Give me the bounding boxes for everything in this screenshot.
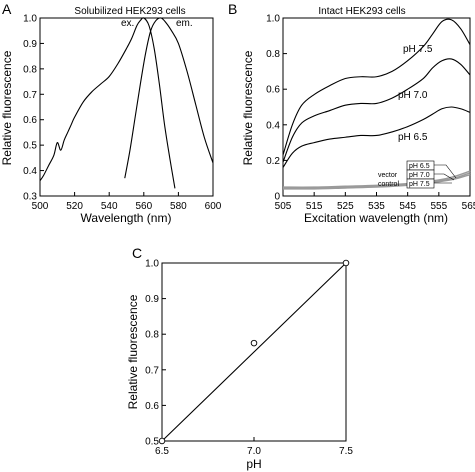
panel-a-xtick-label: 500 [32, 201, 49, 212]
panel-a-em-label: em. [176, 18, 193, 29]
panel-a-xtick-label: 580 [170, 201, 187, 212]
panel-a-x-axis-label: Wavelength (nm) [81, 211, 172, 225]
panel-b-series-line-3 [282, 106, 471, 168]
panel-c-ytick-label: 1.0 [145, 259, 159, 270]
panel-c-data-point [158, 437, 166, 445]
panel-a-plot-area [39, 17, 214, 197]
panel-b-series-line-2 [282, 58, 471, 163]
panel-a-y-axis-label: Relative fluorescence [0, 50, 14, 165]
panel-a-xtick-label: 520 [66, 201, 83, 212]
panel-a-label: A [2, 1, 12, 17]
panel-b-title: Intact HEK293 cells [318, 6, 405, 17]
legend-box-ph75 [406, 178, 435, 189]
panel-a-ytick-label: 0.6 [23, 115, 37, 126]
legend-ph70: pH 7.0 [409, 172, 430, 179]
panel-a-ytick-label: 1.0 [23, 14, 37, 25]
panel-b-xtick-label: 545 [399, 201, 416, 212]
panel-a-xtick-label: 560 [135, 201, 152, 212]
panel-c-y-ticks: 0.5 0.6 0.7 0.8 0.9 1.0 [145, 259, 166, 448]
panel-b-ytick-label: 0.8 [266, 49, 280, 60]
panel-a-ytick-label: 0.9 [23, 39, 37, 50]
panel-c-x-ticks: 6.5 7.0 7.5 [155, 437, 353, 457]
panel-b-series-line-5 [282, 172, 471, 189]
panel-b-vector-legend: pH 6.5 pH 7.0 pH 7.5 vector control [378, 160, 457, 189]
panel-a-ytick-label: 0.5 [23, 141, 37, 152]
panel-a-y-ticks: 0.3 0.4 0.5 0.6 0.7 0.8 0.9 1.0 [23, 14, 44, 203]
panel-a-series [39, 17, 214, 189]
panel-b-plot-area [282, 17, 471, 197]
panel-b-xtick-label: 525 [337, 201, 354, 212]
panel-c: C 0.5 0.6 0.7 0.8 0.9 1.0 6.5 7.0 7.5 pH Relati… [126, 245, 353, 471]
panel-b-series-line-4 [282, 170, 471, 188]
panel-a-ytick-label: 0.4 [23, 166, 37, 177]
panel-c-data-point [342, 259, 350, 267]
panel-a-ytick-label: 0.7 [23, 90, 37, 101]
panel-b-ytick-label: 0.4 [266, 120, 280, 131]
panel-a-series-line-em [124, 17, 214, 179]
legend-leader-ph70 [434, 173, 455, 181]
panel-b-xtick-label: 555 [430, 201, 447, 212]
panel-c-series [158, 259, 350, 445]
legend-control-label: control [378, 181, 399, 188]
legend-vector-label: vector [378, 172, 398, 179]
panel-b: B Intact HEK293 cells 0 0.2 0.4 0.6 0.8 1.0 5… [228, 1, 475, 225]
panel-c-x-axis-label: pH [246, 457, 261, 471]
legend-ph65: pH 6.5 [409, 163, 430, 170]
panel-b-label: B [228, 1, 237, 17]
panel-a-xtick-label: 540 [101, 201, 118, 212]
panel-b-xtick-label: 535 [368, 201, 385, 212]
panel-b-ytick-label: 0.2 [266, 156, 280, 167]
panel-b-y-axis-label: Relative fluorescence [241, 50, 255, 165]
panel-c-data-point [250, 339, 258, 347]
panel-b-xtick-label: 505 [275, 201, 292, 212]
panel-b-ph75-label: pH 7.5 [403, 44, 433, 55]
panel-c-ytick-label: 0.8 [145, 330, 159, 341]
legend-ph75: pH 7.5 [409, 181, 430, 188]
panel-b-ph65-label: pH 6.5 [398, 132, 428, 143]
panel-b-x-ticks: 505 515 525 535 545 555 565 [275, 192, 475, 212]
panel-b-series [282, 18, 471, 190]
panel-b-xtick-label: 515 [306, 201, 323, 212]
panel-a-xtick-label: 600 [205, 201, 222, 212]
panel-a-ex-label: ex. [121, 18, 134, 29]
panel-c-fit-line [161, 262, 347, 442]
panel-a: A Solubilized HEK293 cells 0.30.40.50.60… [0, 1, 222, 225]
panel-c-ytick-label: 0.5 [145, 437, 159, 448]
panel-b-ytick-label: 0 [274, 192, 280, 203]
legend-leader-ph65 [434, 164, 457, 179]
panel-c-ytick-label: 0.6 [145, 401, 159, 412]
panel-a-ytick-label: 0.8 [23, 64, 37, 75]
panel-b-ytick-label: 1.0 [266, 14, 280, 25]
panel-c-ytick-label: 0.7 [145, 365, 159, 376]
panel-c-y-axis-label: Relative fluorescence [126, 294, 140, 409]
panel-c-xtick-label: 6.5 [155, 446, 169, 457]
panel-b-series-line-1 [282, 18, 471, 156]
panel-b-ytick-label: 0.6 [266, 85, 280, 96]
panel-c-xtick-label: 7.5 [339, 446, 353, 457]
panel-a-x-ticks: 500 520 540 560 580 600 [32, 192, 222, 212]
panel-b-x-axis-label: Excitation wavelength (nm) [304, 211, 448, 225]
panel-b-y-ticks: 0 0.2 0.4 0.6 0.8 1.0 [266, 14, 287, 203]
panel-c-ytick-label: 0.9 [145, 294, 159, 305]
panel-c-xtick-label: 7.0 [247, 446, 261, 457]
panel-b-ph70-label: pH 7.0 [398, 90, 428, 101]
panel-a-title: Solubilized HEK293 cells [74, 6, 185, 17]
panel-c-label: C [132, 245, 142, 261]
panel-a-series-line-ex [39, 17, 176, 189]
panel-b-xtick-label: 565 [462, 201, 475, 212]
panel-a-ytick-label: 0.3 [23, 192, 37, 203]
